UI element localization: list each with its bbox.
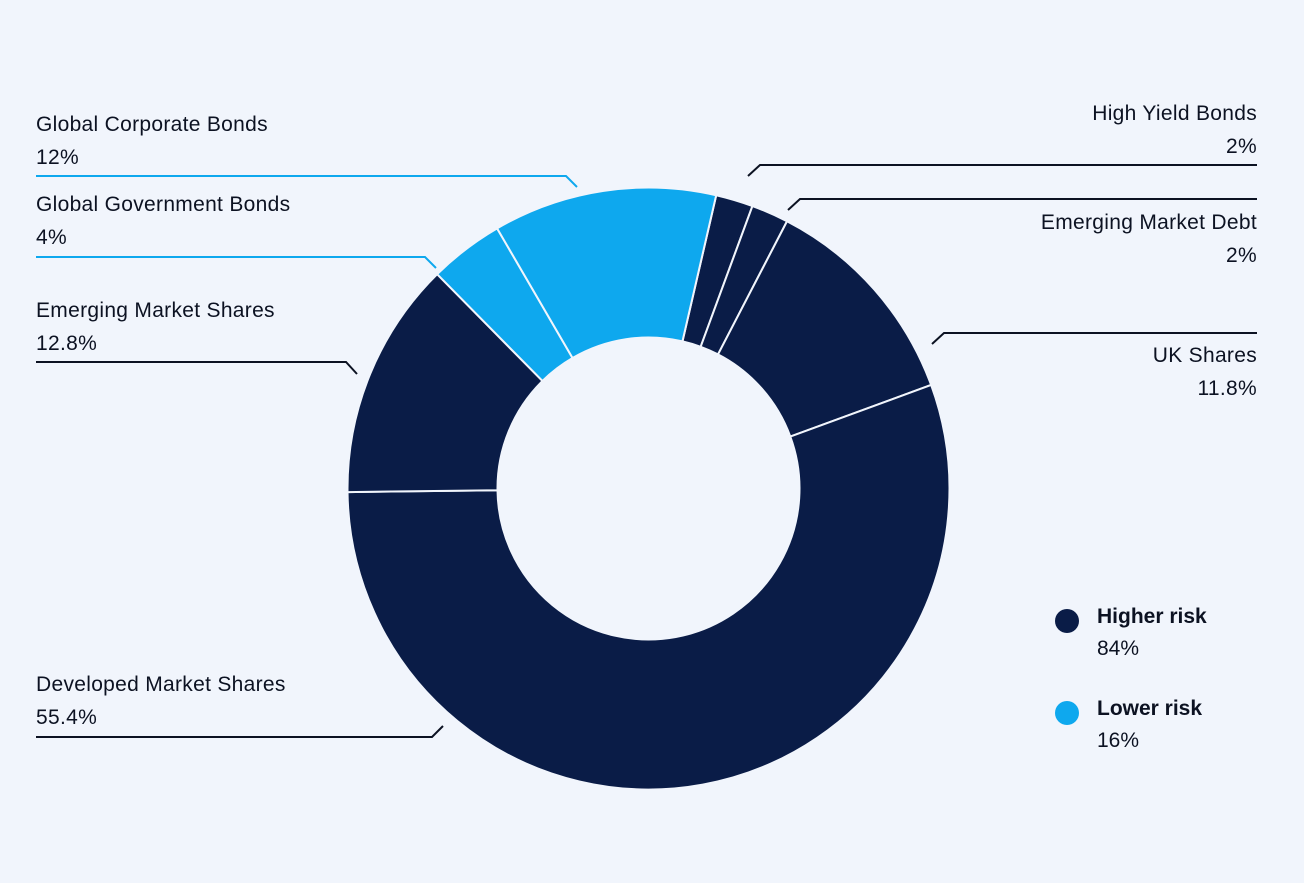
- slice-label: High Yield Bonds: [1092, 102, 1257, 125]
- leader-line-developed-market-shares: [36, 725, 444, 738]
- label-uk-shares: UK Shares 11.8%: [1153, 339, 1257, 405]
- label-high-yield-bonds: High Yield Bonds 2%: [1092, 97, 1257, 163]
- legend-value: 84%: [1097, 637, 1140, 660]
- slice-uk-shares: [716, 219, 933, 438]
- slice-value: 2%: [1226, 244, 1257, 267]
- legend-value: 16%: [1097, 729, 1140, 752]
- slice-value: 12%: [36, 146, 79, 169]
- slice-label: Global Government Bonds: [36, 193, 291, 216]
- leader-line-global-government-bonds: [36, 256, 437, 269]
- slice-value: 2%: [1226, 135, 1257, 158]
- slice-global-corporate-bonds: [495, 186, 718, 360]
- label-global-corporate-bonds: Global Corporate Bonds 12%: [36, 108, 268, 174]
- leader-line-global-corporate-bonds: [36, 175, 578, 188]
- slice-label: Developed Market Shares: [36, 673, 286, 696]
- slice-label: Global Corporate Bonds: [36, 113, 268, 136]
- legend-label: Lower risk: [1097, 697, 1203, 720]
- leader-line-uk-shares: [931, 332, 1257, 345]
- legend-label: Higher risk: [1097, 605, 1207, 628]
- slice-label: Emerging Market Debt: [1040, 211, 1257, 234]
- slice-label: Emerging Market Shares: [36, 299, 275, 322]
- label-developed-market-shares: Developed Market Shares 55.4%: [36, 668, 286, 734]
- legend-dot-icon: [1055, 701, 1079, 725]
- slice-emerging-market-shares: [346, 272, 544, 494]
- legend-item-higher-risk: Higher risk 84%: [1055, 601, 1207, 665]
- slice-value: 12.8%: [36, 332, 98, 355]
- legend-dot-icon: [1055, 609, 1079, 633]
- slice-value: 4%: [36, 226, 67, 249]
- label-global-government-bonds: Global Government Bonds 4%: [36, 188, 290, 254]
- slice-value: 55.4%: [36, 706, 98, 729]
- slice-developed-market-shares: [346, 383, 951, 791]
- slice-value: 11.8%: [1197, 377, 1257, 400]
- leader-line-emerging-market-debt: [787, 198, 1257, 211]
- label-emerging-market-debt: Emerging Market Debt 2%: [1041, 206, 1257, 272]
- leader-line-emerging-market-shares: [36, 361, 358, 375]
- slice-label: UK Shares: [1152, 344, 1257, 367]
- label-emerging-market-shares: Emerging Market Shares 12.8%: [36, 294, 275, 360]
- legend-item-lower-risk: Lower risk 16%: [1055, 693, 1202, 757]
- leader-line-high-yield-bonds: [747, 164, 1257, 177]
